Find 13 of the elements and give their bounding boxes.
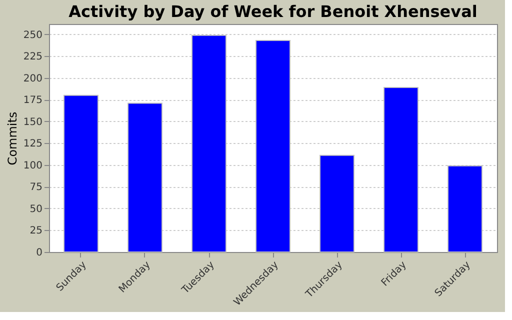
y-tick-label: 0 (36, 248, 42, 258)
chart-title: Activity by Day of Week for Benoit Xhenseval (68, 2, 478, 21)
y-tick-label: 150 (23, 116, 42, 128)
y-tick-label: 125 (23, 138, 42, 150)
y-tick-label: 50 (30, 204, 42, 215)
y-tick-label: 225 (23, 52, 42, 63)
y-tick-label: 25 (30, 226, 42, 237)
y-tick-label: 75 (30, 182, 42, 194)
y-tick-label: 200 (23, 73, 42, 84)
y-tick-label: 100 (23, 160, 42, 172)
y-tick-label: 250 (23, 30, 42, 41)
y-tick-label: 175 (23, 95, 42, 106)
y-axis-title: Commits (5, 112, 20, 166)
